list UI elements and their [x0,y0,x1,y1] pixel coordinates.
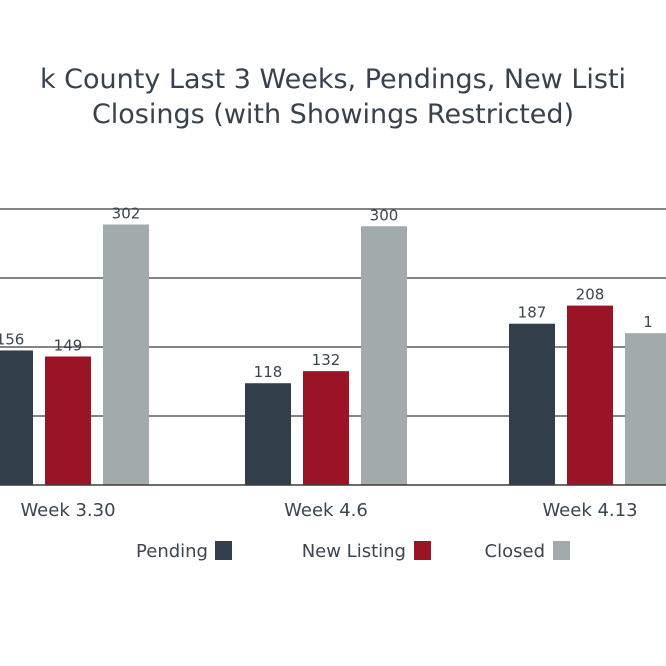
bar-new-listing-3 [567,305,613,485]
bar-new-listing-1 [45,356,91,485]
bar-pending-2 [245,383,291,485]
data-label: 149 [54,336,83,354]
bar-closed-3 [625,333,666,485]
chart-title: k County Last 3 Weeks, Pendings, New Lis… [0,62,666,132]
bar-closed-2 [361,226,407,485]
data-label: 132 [312,351,341,369]
bar-pending-3 [509,323,555,485]
data-label: 118 [254,363,283,381]
chart-title-line-2: Closings (with Showings Restricted) [91,99,575,130]
legend-swatch-new-listing [414,541,431,560]
data-label: 300 [370,206,399,224]
bar-new-listing-2 [303,371,349,485]
data-label: 302 [112,205,141,223]
legend-label-closed: Closed [485,541,545,562]
data-label: 1 [643,313,653,331]
x-tick-label: Week 3.30 [20,500,115,521]
data-label: 156 [0,330,24,348]
bar-closed-1 [103,224,149,485]
legend-swatch-closed [553,541,570,560]
legend-label-new-listing: New Listing [302,541,406,562]
bar-pending-1 [0,350,33,485]
x-tick-label: Week 4.13 [542,500,637,521]
x-tick-label: Week 4.6 [284,500,368,521]
chart-title-line-1: k County Last 3 Weeks, Pendings, New Lis… [39,64,627,95]
legend-swatch-pending [215,541,232,560]
legend-label-pending: Pending [136,541,208,562]
data-label: 187 [518,304,547,322]
data-label: 208 [576,286,605,304]
